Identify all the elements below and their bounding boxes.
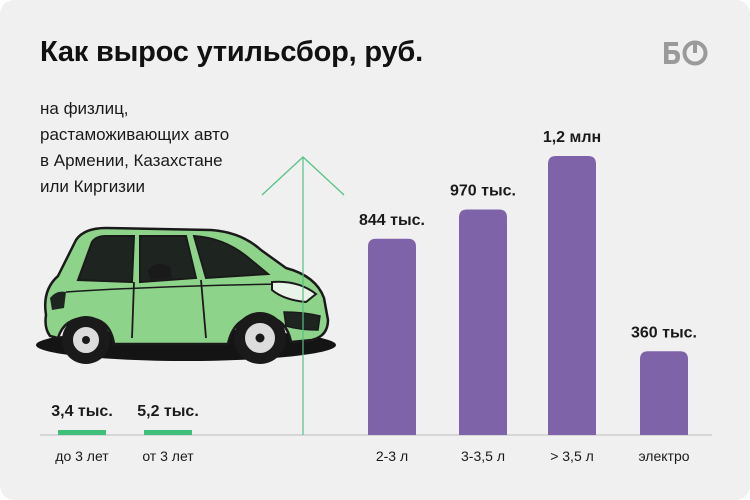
subtitle-line: в Армении, Казахстане [40,151,223,170]
category-tick-label: 3-3,5 л [461,448,505,464]
bar-after-2 [459,209,507,435]
bo-logo-icon [664,40,708,66]
bar-before-1 [58,430,106,435]
growth-arrow-head-icon [261,156,345,196]
bar-after-4 [640,351,688,435]
bar-before-2 [144,430,192,435]
bar-after-3 [548,156,596,435]
subtitle-line: или Киргизии [40,177,145,196]
car-illustration [36,226,336,364]
chart-subtitle: на физлиц, растаможивающих авто в Армени… [40,96,300,200]
chart-title: Как вырос утильсбор, руб. [40,36,423,68]
category-tick-label: от 3 лет [142,448,194,464]
bar-after-1 [368,238,416,435]
bar-value-label: 5,2 тыс. [137,403,199,420]
bar-value-label: 844 тыс. [359,212,425,229]
bar-value-label: 360 тыс. [631,324,697,341]
bar-value-label: 3,4 тыс. [51,403,113,420]
bar-value-label: 970 тыс. [450,182,516,199]
category-tick-label: до 3 лет [55,448,109,464]
subtitle-line: на физлиц, [40,99,129,118]
subtitle-line: растаможивающих авто [40,125,230,144]
category-tick-label: > 3,5 л [550,448,594,464]
category-tick-label: 2-3 л [376,448,408,464]
category-tick-label: электро [638,448,689,464]
bar-value-label: 1,2 млн [543,129,601,146]
